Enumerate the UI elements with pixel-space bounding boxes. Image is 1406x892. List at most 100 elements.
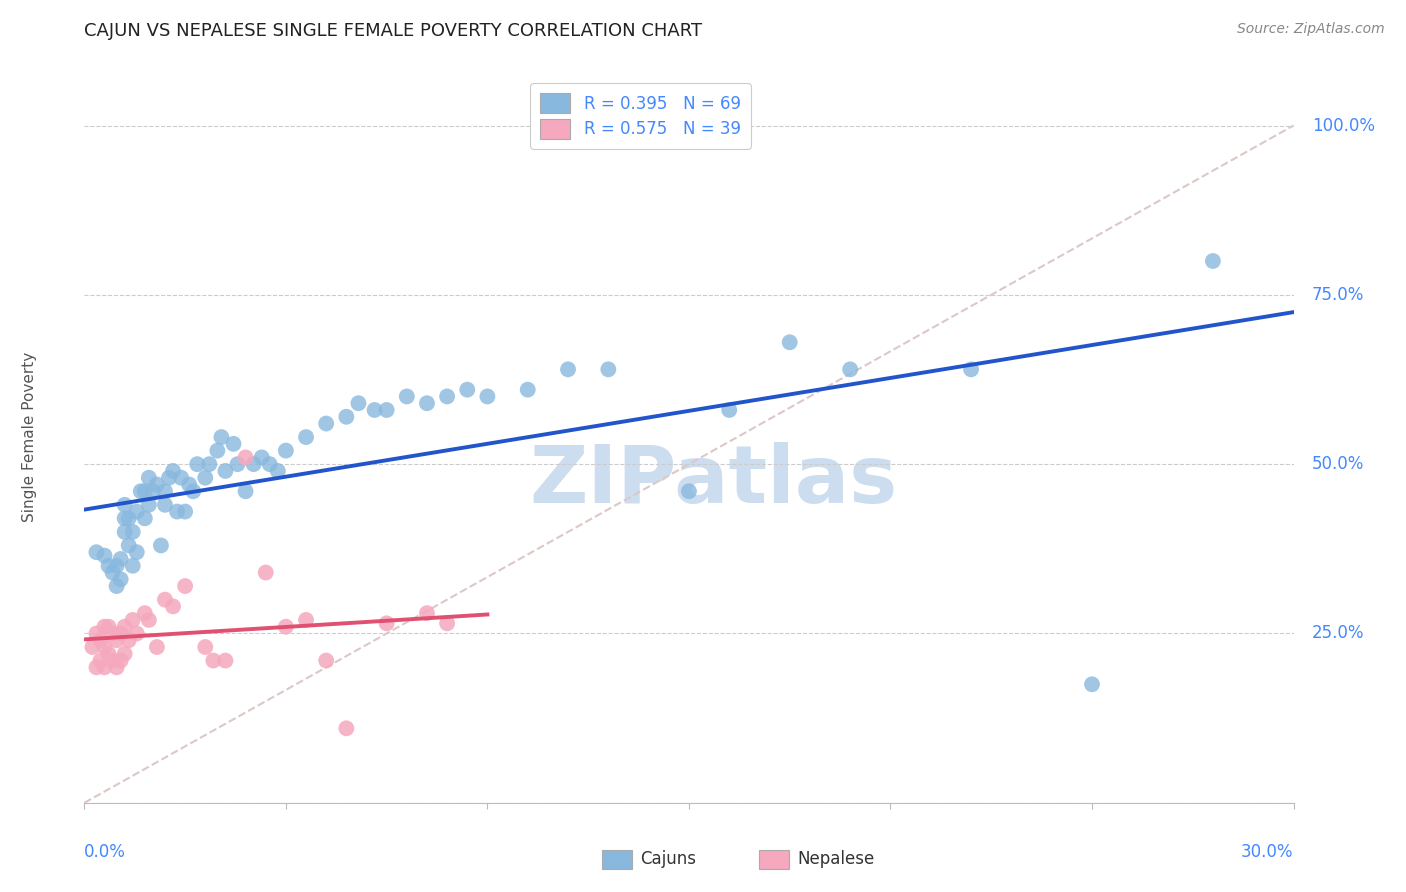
Text: ZIPatlas: ZIPatlas: [529, 442, 897, 520]
Text: Nepalese: Nepalese: [797, 850, 875, 868]
Point: [125, 545, 148, 559]
Point: [254, 566, 277, 580]
Point: [129, 484, 152, 499]
Text: 50.0%: 50.0%: [1312, 455, 1364, 473]
Text: Source: ZipAtlas.com: Source: ZipAtlas.com: [1237, 22, 1385, 37]
Point: [110, 626, 132, 640]
Point: [89, 654, 111, 668]
Point: [146, 640, 169, 654]
Point: [157, 471, 180, 485]
Point: [416, 606, 439, 620]
Point: [202, 654, 225, 668]
Point: [89, 633, 111, 648]
Point: [207, 443, 229, 458]
Text: Single Female Poverty: Single Female Poverty: [22, 352, 38, 522]
Point: [138, 471, 160, 485]
Point: [347, 396, 370, 410]
Point: [114, 511, 136, 525]
Point: [242, 457, 264, 471]
Point: [162, 464, 184, 478]
Point: [416, 396, 439, 410]
Point: [375, 616, 398, 631]
Point: [118, 511, 141, 525]
Point: [110, 552, 132, 566]
Point: [395, 389, 418, 403]
Point: [93, 640, 115, 654]
Point: [222, 437, 245, 451]
Point: [153, 592, 176, 607]
Point: [295, 613, 318, 627]
Point: [839, 362, 862, 376]
Point: [170, 471, 193, 485]
Point: [142, 484, 165, 499]
Point: [86, 660, 108, 674]
Point: [146, 477, 169, 491]
Text: 25.0%: 25.0%: [1312, 624, 1364, 642]
Point: [110, 572, 132, 586]
Point: [153, 484, 176, 499]
Point: [363, 403, 385, 417]
Point: [235, 484, 257, 499]
Point: [121, 524, 143, 539]
Point: [101, 626, 124, 640]
Point: [436, 616, 458, 631]
Point: [198, 457, 221, 471]
Point: [153, 498, 176, 512]
Point: [105, 579, 128, 593]
Point: [97, 620, 120, 634]
Point: [121, 558, 143, 573]
Point: [209, 430, 232, 444]
Point: [678, 484, 700, 499]
Point: [86, 545, 108, 559]
Point: [125, 505, 148, 519]
Point: [214, 464, 236, 478]
Point: [235, 450, 257, 465]
Point: [335, 409, 357, 424]
Text: 0.0%: 0.0%: [84, 843, 127, 861]
Point: [295, 430, 318, 444]
Point: [149, 538, 172, 552]
Point: [162, 599, 184, 614]
Point: [557, 362, 579, 376]
Point: [105, 558, 128, 573]
Point: [82, 640, 104, 654]
Point: [250, 450, 273, 465]
FancyBboxPatch shape: [759, 850, 789, 869]
Point: [274, 443, 297, 458]
Point: [138, 498, 160, 512]
Point: [214, 654, 236, 668]
Point: [134, 484, 156, 499]
Point: [118, 633, 141, 648]
Point: [138, 613, 160, 627]
Point: [267, 464, 290, 478]
Point: [97, 558, 120, 573]
Point: [86, 626, 108, 640]
Point: [134, 511, 156, 525]
Point: [779, 335, 801, 350]
Point: [436, 389, 458, 403]
Point: [101, 566, 124, 580]
Point: [105, 633, 128, 648]
Point: [598, 362, 620, 376]
Point: [315, 417, 337, 431]
Point: [375, 403, 398, 417]
FancyBboxPatch shape: [602, 850, 633, 869]
Point: [114, 498, 136, 512]
Point: [166, 505, 188, 519]
Point: [1202, 254, 1225, 268]
Point: [101, 654, 124, 668]
Point: [259, 457, 281, 471]
Point: [174, 505, 197, 519]
Point: [110, 654, 132, 668]
Text: 100.0%: 100.0%: [1312, 117, 1375, 135]
Point: [335, 721, 357, 735]
Point: [121, 613, 143, 627]
Legend: R = 0.395   N = 69, R = 0.575   N = 39: R = 0.395 N = 69, R = 0.575 N = 39: [530, 83, 751, 148]
Point: [93, 620, 115, 634]
Point: [114, 647, 136, 661]
Point: [194, 640, 217, 654]
Point: [97, 647, 120, 661]
Point: [118, 538, 141, 552]
Text: 75.0%: 75.0%: [1312, 285, 1364, 304]
Text: 30.0%: 30.0%: [1241, 843, 1294, 861]
